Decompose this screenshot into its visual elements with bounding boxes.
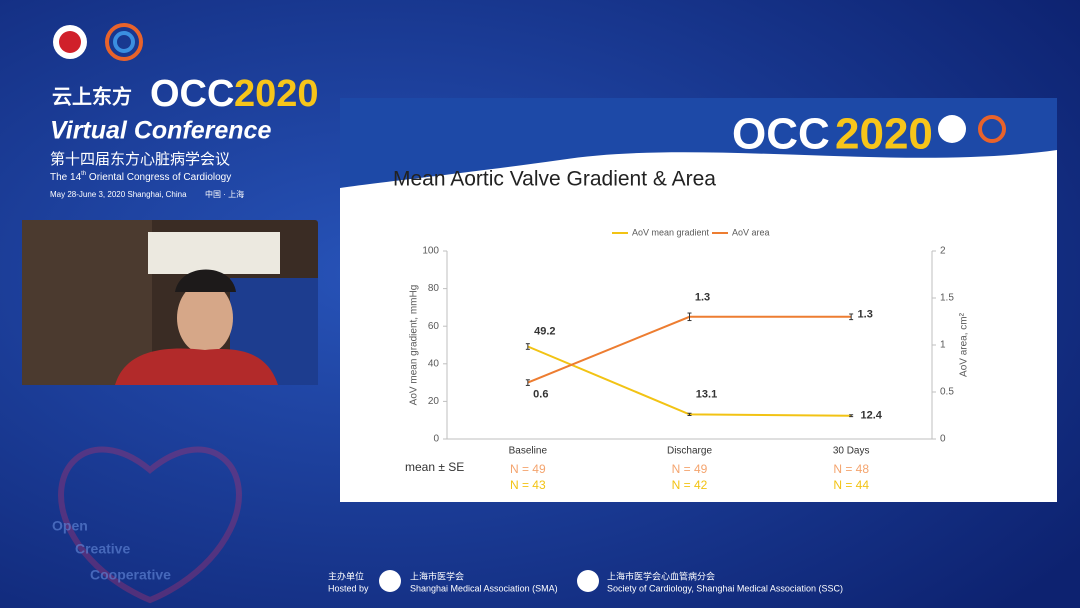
y-tick-label: 20: [428, 396, 440, 407]
n-label: N = 44: [833, 478, 869, 492]
y-axis-label: AoV mean gradient, mmHg: [409, 285, 420, 406]
data-label: 13.1: [696, 388, 717, 400]
org1-cn: 上海市医学会: [410, 570, 464, 581]
y-tick-label: 0: [433, 434, 439, 445]
slide-header: [340, 98, 1057, 188]
org2-en: Society of Cardiology, Shanghai Medical …: [607, 583, 843, 593]
data-label: 49.2: [534, 325, 555, 337]
n-label: N = 49: [510, 462, 546, 476]
logo-occ-inner: [113, 31, 135, 53]
slide-brand: OCC: [732, 110, 830, 159]
x-tick-label: Discharge: [667, 446, 712, 457]
legend-label: AoV mean gradient: [632, 227, 710, 237]
n-label: N = 43: [510, 478, 546, 492]
data-label: 1.3: [858, 309, 873, 321]
chart: 0 20 40 60 80 100 0 0.5 1 1.5 2 AoV mean gradient, …: [409, 227, 970, 492]
y-tick-label: 40: [428, 358, 440, 369]
congress-cn: 第十四届东方心脏病学会议: [50, 150, 230, 168]
slide-logo-sma: [938, 115, 966, 143]
calligraphy: [148, 232, 280, 274]
x-tick-label: 30 Days: [833, 446, 870, 457]
bookshelf: [22, 220, 152, 385]
data-label: 1.3: [695, 292, 710, 304]
legend-label: AoV area: [732, 227, 770, 237]
org1-en: Shanghai Medical Association (SMA): [410, 583, 558, 593]
brand-cn: 云上东方: [52, 84, 132, 108]
data-label: 12.4: [860, 410, 882, 422]
n-label: N = 42: [672, 478, 708, 492]
host-cn: 主办单位: [328, 570, 364, 581]
y2-tick-label: 0.5: [940, 387, 954, 398]
y2-tick-label: 1: [940, 340, 946, 351]
brand-year: 2020: [234, 73, 319, 115]
brand: OCC: [150, 73, 234, 115]
sma-logo: [379, 570, 401, 592]
slogan: Open: [52, 518, 88, 534]
stat-label: mean ± SE: [405, 460, 464, 474]
slogan: Creative: [75, 541, 130, 557]
subtitle: Virtual Conference: [50, 117, 271, 145]
slogan: Cooperative: [90, 567, 171, 583]
n-label: N = 48: [833, 462, 869, 476]
x-tick-label: Baseline: [509, 446, 548, 457]
y-tick-label: 100: [422, 246, 439, 257]
y-tick-label: 60: [428, 321, 440, 332]
org2-cn: 上海市医学会心血管病分会: [607, 570, 715, 581]
chart-title: Mean Aortic Valve Gradient & Area: [393, 168, 716, 191]
dates: May 28-June 3, 2020 Shanghai, China: [50, 190, 187, 199]
heart-decor: [58, 446, 242, 604]
y2-tick-label: 2: [940, 246, 946, 257]
logo-sma-inner: [59, 31, 81, 53]
congress-en-sup: th: [81, 171, 86, 177]
ssc-logo: [577, 570, 599, 592]
n-label: N = 49: [672, 462, 708, 476]
slide-logo-occ: [978, 115, 1006, 143]
hair: [175, 269, 236, 292]
congress-en-post: Oriental Congress of Cardiology: [86, 172, 231, 183]
congress-en: The 14th Oriental Congress of Cardiology: [50, 171, 231, 183]
slide-year: 2020: [835, 110, 933, 159]
y-tick-label: 80: [428, 283, 440, 294]
host-en: Hosted by: [328, 583, 369, 593]
y2-tick-label: 1.5: [940, 293, 954, 304]
data-label: 0.6: [533, 389, 548, 401]
face: [177, 282, 233, 354]
logo-occ: [105, 23, 143, 61]
y2-axis-label: AoV area, cm²: [959, 312, 970, 377]
shirt: [115, 348, 278, 385]
video-feed: [22, 220, 318, 385]
place-cn: 中国 · 上海: [205, 189, 244, 199]
y2-tick-label: 0: [940, 434, 946, 445]
congress-en-pre: The 14: [50, 172, 82, 183]
